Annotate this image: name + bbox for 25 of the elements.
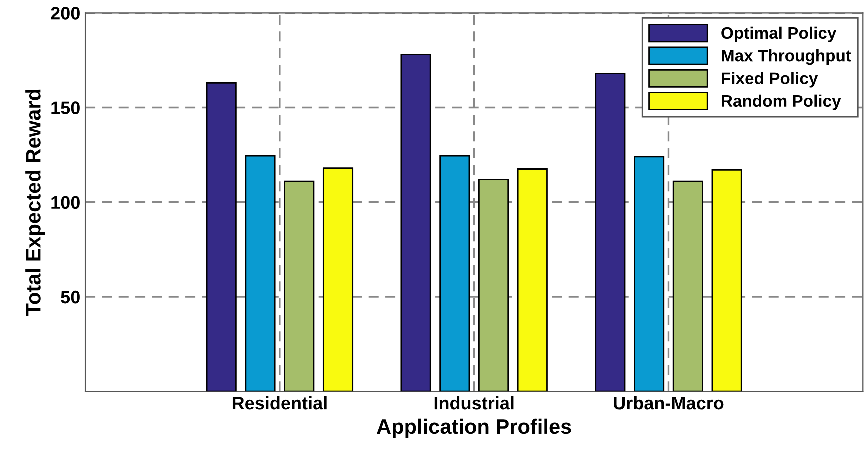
y-tick-label: 50: [61, 290, 80, 304]
bar: [322, 168, 354, 392]
legend-label: Optimal Policy: [722, 26, 837, 42]
bar: [712, 170, 742, 392]
legend-label: Random Policy: [722, 94, 842, 110]
bar: [517, 168, 548, 392]
x-tick-label: Residential: [232, 396, 327, 410]
bar: [284, 180, 315, 392]
x-tick-label: Urban-Macro: [614, 396, 724, 410]
y-axis-title: Total Expected Reward: [26, 90, 45, 316]
bar: [478, 178, 510, 392]
legend-label: Max Throughput: [722, 50, 852, 66]
x-tick-label: Industrial: [434, 396, 514, 410]
bar: [440, 155, 470, 392]
bar: [206, 82, 237, 392]
legend-label: Fixed Policy: [722, 72, 818, 88]
bar: [634, 156, 665, 392]
bar: [595, 72, 626, 392]
y-tick-label: 100: [52, 196, 80, 210]
bar: [672, 180, 704, 392]
bar: [245, 155, 276, 392]
y-tick-label: 150: [52, 102, 80, 114]
y-tick-label: 200: [51, 7, 80, 20]
x-axis-title: Application Profiles: [377, 418, 572, 438]
bar: [400, 54, 432, 392]
